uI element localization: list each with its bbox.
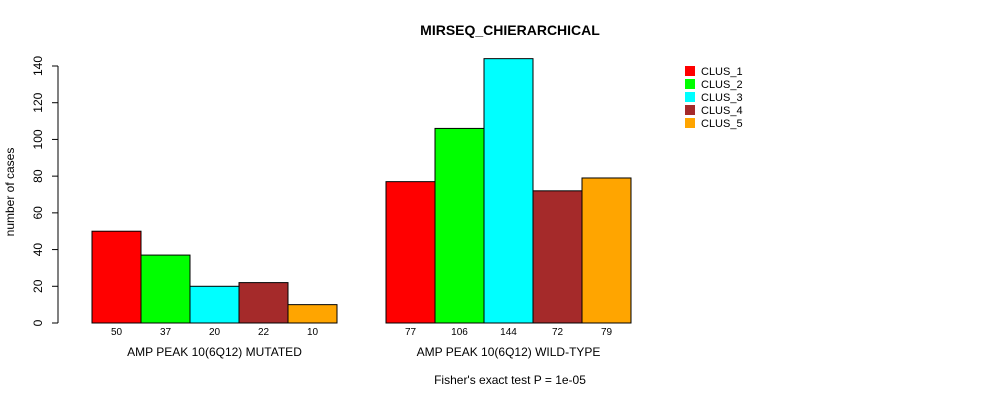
bar-clus-3-mutated [189,285,240,324]
y-tick-label: 40 [31,243,45,257]
bar-clus-1-wild-type [385,181,436,324]
legend-label: CLUS_2 [701,79,743,91]
bar-value-label: 79 [601,327,613,338]
legend-swatch-clus-2 [685,79,695,89]
bar-clus-5-mutated [287,304,338,324]
x-group-label: AMP PEAK 10(6Q12) MUTATED [127,345,302,359]
y-tick-label: 60 [31,206,45,220]
bar-clus-5-wild-type [581,177,632,324]
bar-value-label: 106 [451,327,468,338]
bar-value-label: 10 [307,327,319,338]
bar-clus-1-mutated [91,230,142,324]
bar-clus-2-mutated [140,254,191,324]
y-tick-label: 20 [31,279,45,293]
y-axis: 0 20 40 60 80 100 120 140 [31,56,59,326]
legend-swatch-clus-4 [685,105,695,115]
bar-value-label: 22 [258,327,270,338]
bar-value-label: 144 [500,327,517,338]
bar-value-label: 77 [405,327,417,338]
x-group-label: AMP PEAK 10(6Q12) WILD-TYPE [417,345,601,359]
y-tick-label: 0 [31,319,45,326]
y-axis-label: number of cases [3,148,17,237]
legend-label: CLUS_4 [701,105,743,117]
bar-value-label: 20 [209,327,221,338]
bars-group: 50 37 20 22 10 AMP PEAK 10(6Q12) MUTATED 77 106… [91,58,632,359]
bar-clus-4-mutated [238,282,289,324]
y-tick-label: 80 [31,169,45,183]
legend-label: CLUS_3 [701,92,743,104]
chart-title: MIRSEQ_CHIERARCHICAL [420,22,600,38]
legend-label: CLUS_1 [701,66,743,78]
legend-swatch-clus-1 [685,66,695,76]
bar-value-label: 50 [111,327,123,338]
legend-swatch-clus-5 [685,118,695,128]
legend-swatch-clus-3 [685,92,695,102]
bar-clus-3-wild-type [483,58,534,324]
y-tick-label: 100 [31,129,45,149]
y-tick-label: 120 [31,92,45,112]
legend-label: CLUS_5 [701,118,743,130]
y-tick-label: 140 [31,56,45,76]
bar-value-label: 37 [160,327,172,338]
fisher-test-footnote: Fisher's exact test P = 1e-05 [434,373,586,387]
bar-clus-2-wild-type [434,127,485,324]
bar-value-label: 72 [552,327,564,338]
bar-clus-4-wild-type [532,190,583,324]
